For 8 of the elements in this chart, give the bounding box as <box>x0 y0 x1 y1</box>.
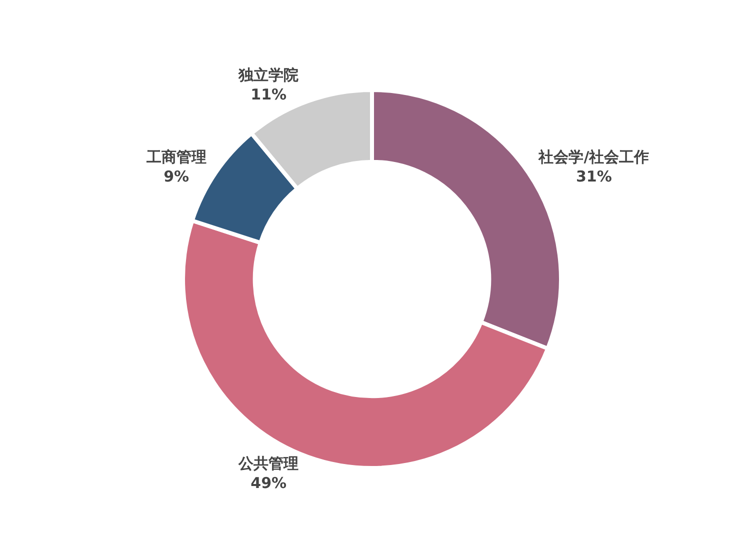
data-label: 11% <box>250 85 287 104</box>
slice-label: 公共管理 <box>238 454 299 473</box>
slice-label: 社会学/社会工作 <box>538 148 650 166</box>
slice-label: 工商管理 <box>145 148 206 166</box>
slice-label: 独立学院 <box>238 66 299 84</box>
data-label: 49% <box>250 474 287 492</box>
data-label: 9% <box>164 168 190 186</box>
data-label: 31% <box>576 168 612 186</box>
